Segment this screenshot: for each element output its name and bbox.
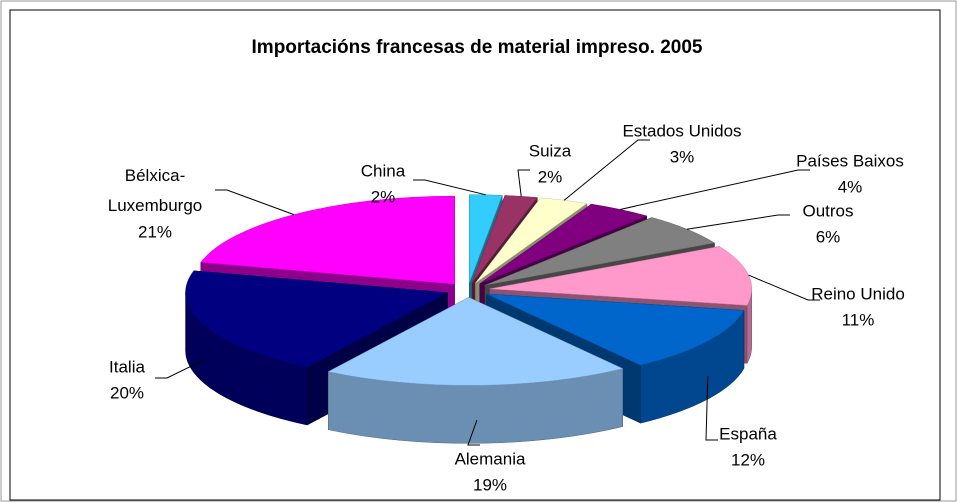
category-label: Alemania	[455, 449, 526, 468]
leader-line	[413, 179, 486, 196]
slice	[185, 270, 449, 368]
value-label: 4%	[838, 177, 863, 196]
slice	[489, 246, 752, 306]
leader-line	[563, 139, 650, 201]
value-label: 2%	[371, 187, 396, 206]
category-label: Estados Unidos	[622, 121, 741, 140]
slice	[475, 197, 588, 284]
slice	[327, 297, 624, 386]
value-label: 21%	[138, 222, 172, 241]
category-label: Bélxica-Luxemburgo	[108, 166, 203, 215]
value-label: 6%	[816, 227, 841, 246]
leader-line	[686, 214, 790, 230]
category-label: Suiza	[529, 141, 572, 160]
pie	[185, 194, 752, 444]
leader-line	[467, 419, 480, 446]
category-label: España	[719, 424, 777, 443]
leader-line	[215, 189, 295, 216]
leader-line	[620, 169, 810, 210]
value-label: 2%	[538, 167, 563, 186]
slice	[479, 203, 648, 284]
leader-line	[705, 375, 718, 441]
value-label: 3%	[670, 147, 695, 166]
category-label: Reino Unido	[811, 284, 905, 303]
labels: China 2% Suiza 2% Estados Unidos 3% Países Bai…	[108, 121, 905, 494]
value-label: 12%	[731, 450, 765, 469]
slice	[486, 293, 745, 366]
category-label: Outros	[802, 201, 853, 220]
leader-line	[155, 359, 205, 379]
value-label: 19%	[473, 475, 507, 494]
value-label: 11%	[842, 310, 875, 329]
value-label: 20%	[110, 383, 144, 402]
leader-line	[748, 274, 820, 301]
category-label: Italia	[109, 357, 145, 376]
category-label: China	[361, 161, 406, 180]
chart-title: Importacións francesas de material impre…	[252, 37, 703, 58]
leader-line	[517, 169, 530, 197]
category-label: Países Baixos	[796, 151, 904, 170]
